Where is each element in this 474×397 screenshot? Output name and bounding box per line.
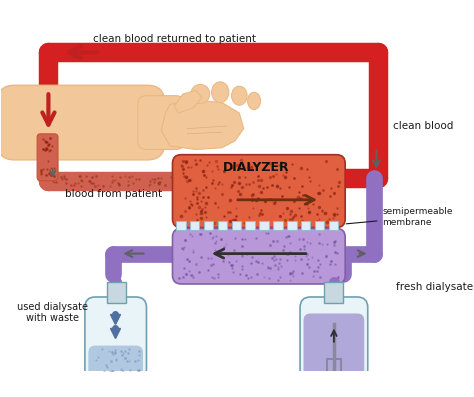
Bar bbox=[287, 222, 297, 230]
Text: blood from patient: blood from patient bbox=[65, 189, 162, 199]
Text: semipermeable
membrane: semipermeable membrane bbox=[346, 208, 453, 227]
Text: clean blood returned to patient: clean blood returned to patient bbox=[93, 34, 256, 44]
FancyBboxPatch shape bbox=[37, 134, 58, 181]
Bar bbox=[218, 222, 227, 230]
FancyBboxPatch shape bbox=[303, 314, 365, 378]
FancyBboxPatch shape bbox=[138, 96, 185, 150]
Bar bbox=[259, 222, 269, 230]
Bar bbox=[190, 222, 200, 230]
Ellipse shape bbox=[231, 86, 247, 105]
FancyBboxPatch shape bbox=[173, 228, 345, 284]
Ellipse shape bbox=[211, 82, 229, 102]
Ellipse shape bbox=[247, 92, 261, 110]
Bar bbox=[324, 282, 344, 303]
Bar bbox=[204, 222, 213, 230]
Text: DIALYZER: DIALYZER bbox=[223, 161, 290, 174]
Bar bbox=[231, 222, 241, 230]
Bar bbox=[315, 222, 324, 230]
FancyBboxPatch shape bbox=[0, 85, 164, 160]
Text: clean blood: clean blood bbox=[393, 121, 453, 131]
Bar bbox=[301, 222, 310, 230]
Polygon shape bbox=[174, 91, 202, 113]
Bar bbox=[328, 222, 338, 230]
Ellipse shape bbox=[191, 85, 210, 104]
FancyBboxPatch shape bbox=[88, 345, 143, 378]
Polygon shape bbox=[161, 100, 244, 150]
Bar bbox=[327, 358, 341, 372]
Bar bbox=[107, 282, 126, 303]
Bar bbox=[176, 222, 185, 230]
Text: fresh dialysate: fresh dialysate bbox=[395, 281, 473, 291]
Bar bbox=[273, 222, 283, 230]
Bar bbox=[246, 222, 255, 230]
Text: used dialysate
with waste: used dialysate with waste bbox=[17, 302, 88, 324]
FancyBboxPatch shape bbox=[300, 297, 368, 380]
FancyBboxPatch shape bbox=[173, 155, 345, 227]
FancyBboxPatch shape bbox=[85, 297, 146, 380]
